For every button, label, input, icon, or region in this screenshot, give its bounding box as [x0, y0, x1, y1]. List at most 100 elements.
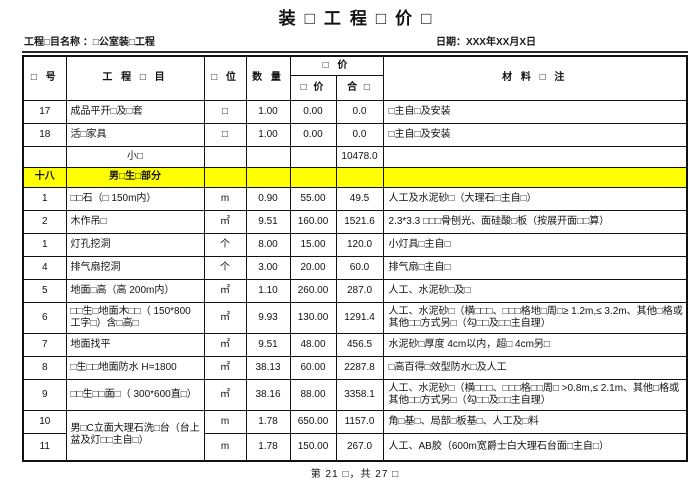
meta-bar: 工程□目名称 ：□公室装□工程 日期：XXX年XX月X日 — [22, 32, 688, 53]
row-unit-price: 0.00 — [289, 123, 337, 147]
row-qty — [245, 167, 291, 188]
row-no — [22, 146, 67, 168]
row-unit-price: 0.00 — [289, 100, 337, 124]
row-total-price: 2287.8 — [335, 356, 384, 380]
row-item-merged: 男□C立面大理石洗□台（台上盆及灯□□主自□） — [65, 410, 205, 461]
row-unit-price: 15.00 — [289, 233, 337, 257]
row-unit-price: 88.00 — [289, 379, 337, 411]
row-total-price: 267.0 — [335, 433, 384, 461]
row-qty: 0.90 — [245, 187, 291, 211]
row-unit-price: 60.00 — [289, 356, 337, 380]
row-no: 4 — [22, 256, 67, 280]
row-unit-price: 20.00 — [289, 256, 337, 280]
row-unit: □ — [203, 123, 247, 147]
row-no: 1 — [22, 233, 67, 257]
section-row: 十八 男□生□部分 — [22, 167, 688, 188]
subtotal-row: 小□ 10478.0 — [22, 146, 688, 168]
row-unit: □ — [203, 100, 247, 124]
row-material: 2.3*3.3 □□□骨刨光、面硅酸□板（按展开面□□算） — [382, 210, 688, 234]
col-header-item: 工 程 □ 目 — [65, 55, 205, 101]
section-label: 男□生□部分 — [65, 167, 205, 188]
row-unit-price: 48.00 — [289, 333, 337, 357]
row-no: 11 — [22, 433, 67, 461]
row-qty: 9.51 — [245, 210, 291, 234]
row-item: 排气扇挖洞 — [65, 256, 205, 280]
row-unit — [203, 146, 247, 168]
row-no: 7 — [22, 333, 67, 357]
page-indicator: 第 21 □，共 27 □ — [310, 468, 400, 480]
table-row: 5 地面□高（高 200m内） ㎡ 1.10 260.00 287.0 人工、水… — [22, 279, 688, 303]
row-qty: 8.00 — [245, 233, 291, 257]
row-total-price: 287.0 — [335, 279, 384, 303]
row-material: 小灯具□主自□ — [382, 233, 688, 257]
col-header-qty: 数 量 — [245, 55, 291, 101]
row-no: 10 — [22, 410, 67, 434]
table-row: 4 排气扇挖洞 个 3.00 20.00 60.0 排气扇□主自□ — [22, 256, 688, 280]
section-no: 十八 — [22, 167, 67, 188]
row-material — [382, 167, 688, 188]
quotation-table: □ 号 工 程 □ 目 □ 位 数 量 □ 价 材 料 □ 注 □ 价 合 □ … — [22, 55, 688, 462]
col-header-price-group: □ 价 — [289, 55, 384, 76]
row-total-price: 1157.0 — [335, 410, 384, 434]
page-title: 装□工程□价□ — [278, 9, 441, 28]
col-header-total-price: 合 □ — [335, 75, 384, 101]
table-row: 18 活□家具 □ 1.00 0.00 0.0 □主自□及安装 — [22, 123, 688, 147]
row-item: □生□□地面防水 H=1800 — [65, 356, 205, 380]
table-row: 1 灯孔挖洞 个 8.00 15.00 120.0 小灯具□主自□ — [22, 233, 688, 257]
table-row: 1 □□石（□ 150m内） m 0.90 55.00 49.5 人工及水泥砂□… — [22, 187, 688, 211]
row-total-price: 456.5 — [335, 333, 384, 357]
row-qty — [245, 146, 291, 168]
col-header-no: □ 号 — [22, 55, 67, 101]
project-name-label: 工程□目名称 ：□公室装□工程 — [24, 37, 155, 48]
row-unit: ㎡ — [203, 333, 247, 357]
row-no: 2 — [22, 210, 67, 234]
row-unit: 个 — [203, 256, 247, 280]
row-unit: m — [203, 410, 247, 434]
row-no: 17 — [22, 100, 67, 124]
row-total-price: 0.0 — [335, 123, 384, 147]
row-unit: ㎡ — [203, 356, 247, 380]
row-qty: 1.78 — [245, 433, 291, 461]
row-qty: 3.00 — [245, 256, 291, 280]
row-unit: ㎡ — [203, 379, 247, 411]
table-row: 7 地面找平 ㎡ 9.51 48.00 456.5 水泥砂□厚度 4cm以内，超… — [22, 333, 688, 357]
row-total-price: 1291.4 — [335, 302, 384, 334]
row-item: 成品平开□及□套 — [65, 100, 205, 124]
table-row: 9 □□生□□面□（ 300*600直□） ㎡ 38.16 88.00 3358… — [22, 379, 688, 411]
row-unit: ㎡ — [203, 210, 247, 234]
row-unit-price — [289, 146, 337, 168]
row-unit: ㎡ — [203, 302, 247, 334]
row-unit — [203, 167, 247, 188]
row-material: 排气扇□主自□ — [382, 256, 688, 280]
row-material: □主自□及安装 — [382, 123, 688, 147]
row-unit-price: 260.00 — [289, 279, 337, 303]
table-row: 10 男□C立面大理石洗□台（台上盆及灯□□主自□） m 1.78 650.00… — [22, 410, 688, 461]
row-total-price: 60.0 — [335, 256, 384, 280]
row-no: 18 — [22, 123, 67, 147]
row-material: □高百得□效型防水□及人工 — [382, 356, 688, 380]
row-unit: m — [203, 187, 247, 211]
row-qty: 1.10 — [245, 279, 291, 303]
table-row: 8 □生□□地面防水 H=1800 ㎡ 38.13 60.00 2287.8 □… — [22, 356, 688, 380]
table-row: 6 □□生□地面木□□（ 150*800工字□）含□高□ ㎡ 9.93 130.… — [22, 302, 688, 334]
row-material — [382, 146, 688, 168]
row-total-price: 1521.6 — [335, 210, 384, 234]
row-item: □□生□□面□（ 300*600直□） — [65, 379, 205, 411]
row-qty: 38.13 — [245, 356, 291, 380]
row-qty: 1.78 — [245, 410, 291, 434]
row-total-price: 49.5 — [335, 187, 384, 211]
row-qty: 9.51 — [245, 333, 291, 357]
row-material: 角□基□、局部□板基□、人工及□料 — [382, 410, 688, 434]
row-unit-price: 650.00 — [289, 410, 337, 434]
row-no: 1 — [22, 187, 67, 211]
row-unit-price: 160.00 — [289, 210, 337, 234]
row-total-price: 0.0 — [335, 100, 384, 124]
subtotal-label: 小□ — [65, 146, 205, 168]
row-unit-price: 130.00 — [289, 302, 337, 334]
col-header-unit-price: □ 价 — [289, 75, 337, 101]
row-total-price — [335, 167, 384, 188]
date-label: 日期：XXX年XX月X日 — [435, 37, 536, 48]
row-qty: 1.00 — [245, 123, 291, 147]
row-item: 地面找平 — [65, 333, 205, 357]
